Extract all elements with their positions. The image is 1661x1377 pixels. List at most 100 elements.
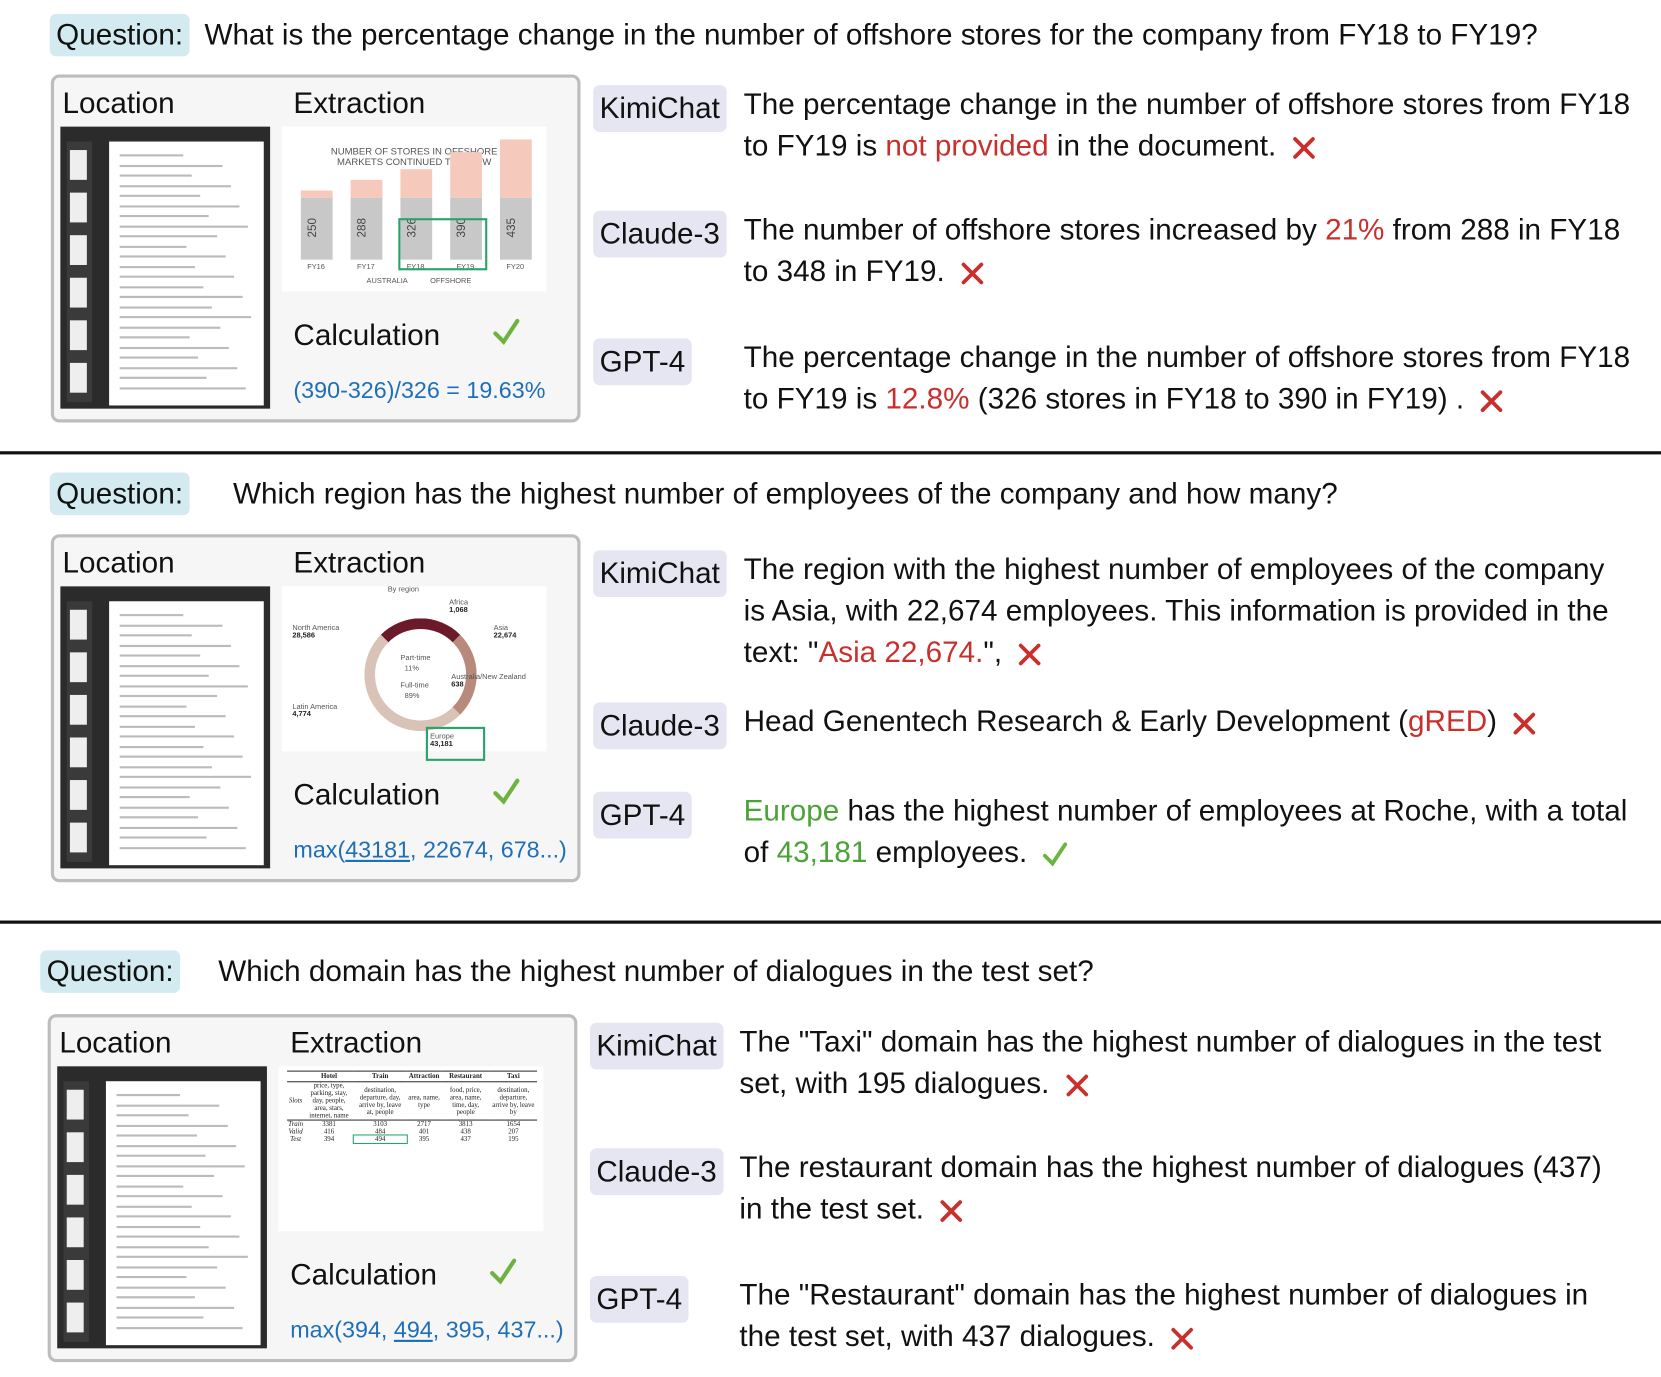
table-cell: 438 <box>460 1128 471 1136</box>
table-cell: destination, departure, arrive by, leave… <box>492 1086 535 1116</box>
table-cell: Slots <box>288 1097 303 1105</box>
text-segment: not provided <box>885 128 1049 162</box>
thumbnail-line <box>119 326 221 329</box>
thumbnail-line <box>119 184 231 187</box>
text-segment: 12.8% <box>885 382 970 416</box>
question-label: Question: <box>49 13 190 57</box>
table-cell: 395 <box>418 1135 430 1143</box>
cross-icon <box>1066 1074 1088 1096</box>
text-segment: The restaurant domain has the highest nu… <box>739 1150 1602 1225</box>
thumbnail-line <box>119 725 195 728</box>
region-name: North America <box>292 624 340 633</box>
text-segment: ", <box>983 635 1003 669</box>
thumbnail-line <box>119 235 218 238</box>
thumbnail-line <box>116 1164 245 1167</box>
thumbnail-line <box>119 376 207 379</box>
thumbnail-line <box>119 684 248 687</box>
model-answer: The restaurant domain has the highest nu… <box>739 1146 1629 1229</box>
thumbnail-line <box>119 664 240 667</box>
chart-title: NUMBER OF STORES IN OFFSHORE MARKETS CON… <box>330 145 498 168</box>
cross-icon <box>961 262 984 284</box>
model-badge: Claude-3 <box>590 1148 724 1196</box>
offshore-bar <box>450 151 482 198</box>
text-segment: , 395, 437...) <box>432 1316 564 1344</box>
check-icon <box>1042 842 1067 867</box>
table-row: Test 394 494 395 437 195 <box>287 1134 537 1145</box>
thumbnail-line <box>116 1265 218 1268</box>
thumbnail-line <box>119 826 238 829</box>
extraction-image: NUMBER OF STORES IN OFFSHORE MARKETS CON… <box>281 126 547 292</box>
calculation-verdict <box>475 1258 517 1286</box>
thumbnail-line <box>119 194 201 197</box>
highlight <box>425 726 486 761</box>
text-segment: from 288 in FY18 to 348 in FY19. <box>743 212 1621 288</box>
text-segment: The "Restaurant" domain has the highest … <box>739 1278 1589 1353</box>
thumbnail-line <box>119 785 221 789</box>
thumbnail-line <box>119 836 207 839</box>
thumbnail-line <box>119 634 192 637</box>
table-cell: 207 <box>508 1128 519 1136</box>
thumbnail-line <box>116 1174 214 1178</box>
x-tick-label: FY17 <box>356 263 375 272</box>
region-label: Latin America 4,774 <box>292 703 337 718</box>
thumbnail-line <box>119 765 212 768</box>
bar-label: 250 <box>306 217 320 238</box>
thumbnail-line <box>116 1225 201 1228</box>
text-segment: The percentage change in the number of o… <box>743 87 1631 162</box>
question-text: What is the percentage change in the num… <box>204 18 1538 52</box>
table-header-cell: Hotel <box>320 1072 338 1081</box>
x-tick-label: FY20 <box>506 263 525 272</box>
donut-center-label: Part-time <box>400 654 431 662</box>
thumbnail-line <box>116 1134 198 1137</box>
thumbnail-page <box>69 609 87 640</box>
thumbnail-page <box>66 1302 84 1333</box>
check-icon <box>493 778 520 805</box>
thumbnail-line <box>119 336 190 339</box>
australia-bar: 435 <box>499 197 532 260</box>
model-answer: The number of offshore stores increased … <box>744 209 1634 292</box>
text-segment: The number of offshore stores increased … <box>743 212 1326 246</box>
thumbnail-line <box>116 1275 187 1279</box>
check-icon <box>493 318 520 345</box>
thumbnail-document <box>109 601 264 866</box>
thumbnail-line <box>119 715 226 718</box>
thumbnail-line <box>119 316 252 319</box>
bar-label: 435 <box>505 217 519 238</box>
calculation: max(394, 494, 395, 437...) <box>290 1316 563 1344</box>
table-header-cell: Restaurant <box>449 1072 483 1081</box>
thumbnail-sidebar <box>66 601 93 863</box>
region-label: Africa 1,068 <box>449 599 468 614</box>
extraction-image: Hotel Train Attraction Restaurant Taxi Slots p… <box>278 1066 544 1232</box>
evidence-box: Location Extraction By region Part-time 11% F… <box>50 534 581 883</box>
thumbnail-line <box>116 1215 231 1218</box>
thumbnail-line <box>116 1195 223 1198</box>
table-cell: food, price, area, name, time, day, peop… <box>449 1086 482 1116</box>
model-answer: The "Restaurant" domain has the highest … <box>739 1274 1629 1357</box>
thumbnail-line <box>116 1255 248 1258</box>
text-segment: in the document. <box>1048 128 1277 162</box>
thumbnail-line <box>119 775 252 778</box>
location-label: Location <box>59 1025 172 1059</box>
model-answer: Europe has the highest number of employe… <box>744 790 1634 873</box>
thumbnail-page <box>69 320 87 351</box>
thumbnail-line <box>116 1184 184 1188</box>
thumbnail-line <box>116 1124 228 1127</box>
text-segment: max(394, <box>290 1316 394 1344</box>
legend-entry: AUSTRALIA <box>366 277 408 286</box>
table-row: Slots price, type, parking, stay, day, pe… <box>287 1082 537 1120</box>
text-segment: 43,181 <box>776 835 868 869</box>
thumbnail-line <box>119 214 209 218</box>
table-cell: 1654 <box>506 1120 521 1129</box>
text-segment: has the highest number of employees at R… <box>743 793 1628 869</box>
cross-icon <box>1171 1327 1194 1350</box>
australia-bar: 250 <box>300 197 333 260</box>
cross-icon <box>1018 643 1041 665</box>
extraction-label: Extraction <box>290 1025 423 1059</box>
thumbnail-line <box>116 1205 192 1208</box>
region-value: 43,181 <box>430 740 453 749</box>
calculation-verdict <box>478 778 520 806</box>
question-text: Which region has the highest number of e… <box>233 476 1338 510</box>
australia-bar: 390 <box>450 197 482 260</box>
table-cell: 401 <box>418 1128 430 1136</box>
